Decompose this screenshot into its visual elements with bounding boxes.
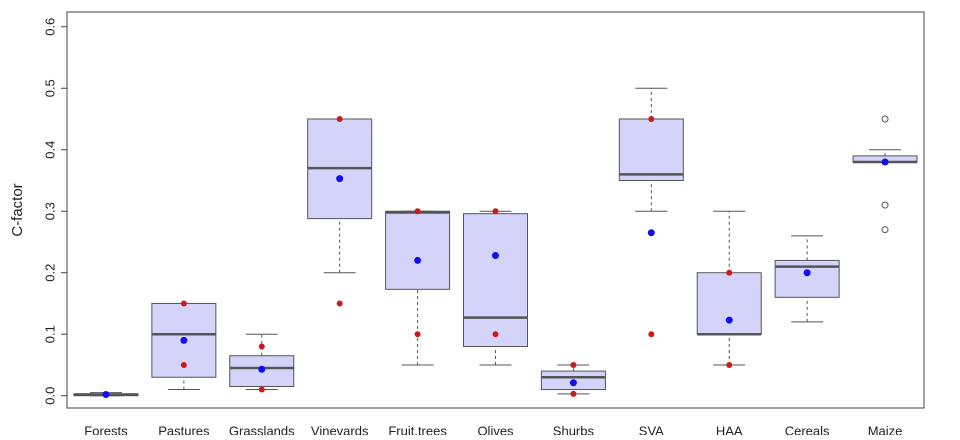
mean (881, 158, 889, 166)
mean (180, 336, 188, 344)
box (463, 213, 528, 348)
point (726, 269, 733, 276)
mean (803, 269, 811, 277)
x-tick-label: Olives (477, 423, 514, 435)
y-tick-label: 0.0 (42, 387, 57, 405)
x-tick-label: Grasslands (229, 423, 295, 435)
box (385, 210, 451, 290)
point (414, 331, 421, 338)
y-tick-label: 0.2 (42, 264, 57, 282)
point (570, 361, 577, 368)
point (258, 386, 265, 393)
point (648, 115, 655, 122)
point (180, 361, 187, 368)
point (180, 300, 187, 307)
x-tick-label: Cereals (785, 423, 830, 435)
y-tick-label: 0.5 (42, 79, 57, 97)
x-tick-label: Fruit.trees (388, 423, 447, 435)
mean (492, 252, 499, 260)
outlier (881, 115, 889, 123)
mean (336, 175, 344, 183)
point (492, 331, 499, 338)
mean (725, 316, 733, 324)
plot-frame (66, 11, 925, 409)
mean (414, 256, 422, 264)
point (258, 343, 265, 350)
point (726, 361, 733, 368)
mean (258, 365, 266, 373)
box (618, 118, 684, 181)
point (570, 390, 577, 397)
y-tick-label: 0.6 (42, 18, 57, 36)
y-axis-label: C-factor (9, 183, 26, 236)
y-tick-label: 0.4 (42, 141, 57, 159)
mean (102, 390, 110, 398)
x-tick-label: HAA (716, 423, 743, 435)
point (336, 300, 343, 307)
x-tick-label: Forests (84, 423, 128, 435)
y-tick-label: 0.3 (42, 202, 57, 220)
x-tick-label: Pastures (158, 423, 210, 435)
x-tick-label: Vinevards (311, 423, 369, 435)
point (414, 208, 421, 215)
mean (569, 379, 577, 387)
point (492, 208, 499, 215)
outlier (881, 226, 889, 234)
x-tick-label: SVA (639, 423, 664, 435)
outlier (881, 201, 889, 209)
point (648, 331, 655, 338)
box (696, 272, 762, 335)
x-tick-label: Shurbs (553, 423, 595, 435)
y-tick-label: 0.1 (42, 325, 57, 343)
mean (647, 229, 655, 237)
point (336, 115, 343, 122)
x-tick-label: Maize (868, 423, 903, 435)
